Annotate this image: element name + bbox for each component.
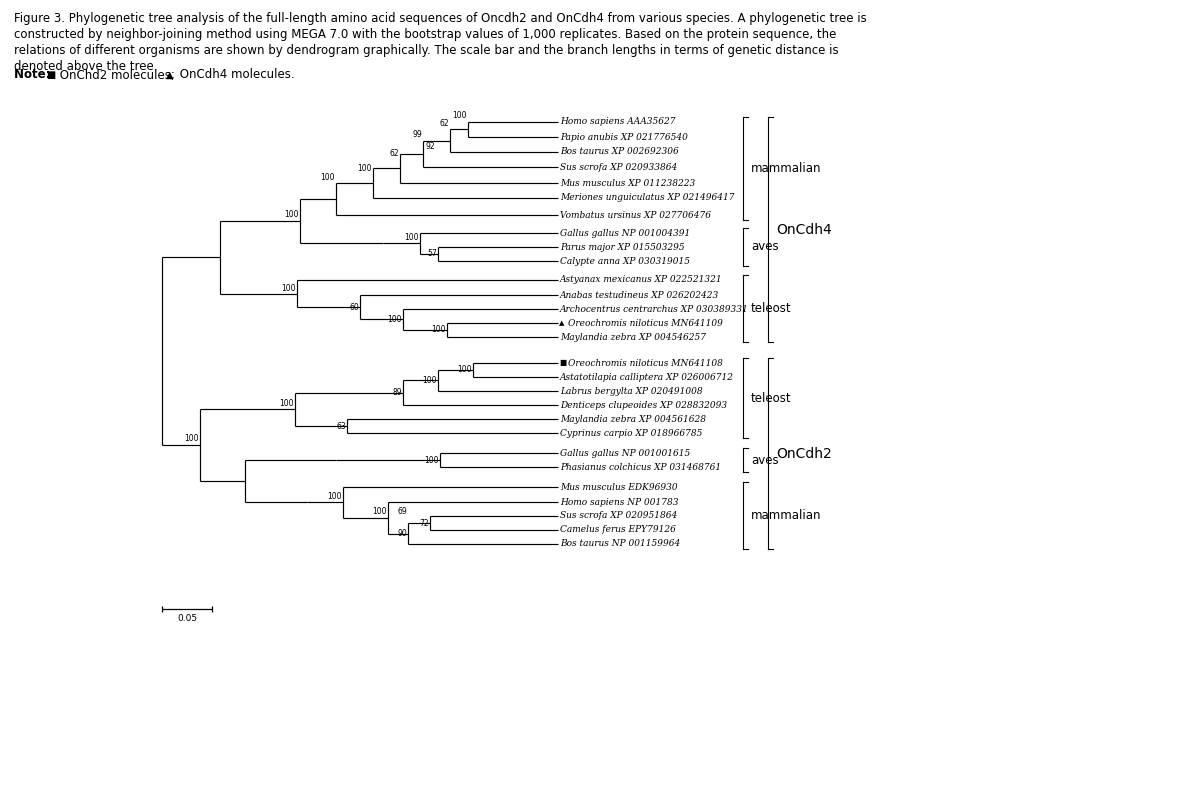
Text: ■: ■ xyxy=(559,358,566,368)
Text: Gallus gallus NP 001001615: Gallus gallus NP 001001615 xyxy=(560,448,690,457)
Text: Figure 3. Phylogenetic tree analysis of the full-length amino acid sequences of : Figure 3. Phylogenetic tree analysis of … xyxy=(14,12,867,25)
Text: Sus scrofa XP 020933864: Sus scrofa XP 020933864 xyxy=(560,163,677,171)
Text: Oreochromis niloticus MN641108: Oreochromis niloticus MN641108 xyxy=(568,358,722,368)
Text: Archocentrus centrarchus XP 030389331: Archocentrus centrarchus XP 030389331 xyxy=(560,304,749,313)
Text: Anabas testudineus XP 026202423: Anabas testudineus XP 026202423 xyxy=(560,291,719,299)
Text: 100: 100 xyxy=(405,233,419,242)
Text: 57: 57 xyxy=(427,250,437,258)
Text: aves: aves xyxy=(751,241,779,254)
Text: 63: 63 xyxy=(336,422,346,431)
Text: 92: 92 xyxy=(425,142,435,151)
Text: 100: 100 xyxy=(279,399,294,408)
Text: Phasianus colchicus XP 031468761: Phasianus colchicus XP 031468761 xyxy=(560,463,721,472)
Text: 100: 100 xyxy=(327,493,342,502)
Text: 100: 100 xyxy=(453,111,467,120)
Text: 60: 60 xyxy=(349,303,359,312)
Text: Calypte anna XP 030319015: Calypte anna XP 030319015 xyxy=(560,257,690,266)
Text: 100: 100 xyxy=(184,434,199,444)
Text: 99: 99 xyxy=(412,130,421,138)
Text: Cyprinus carpio XP 018966785: Cyprinus carpio XP 018966785 xyxy=(560,428,702,437)
Text: Labrus bergylta XP 020491008: Labrus bergylta XP 020491008 xyxy=(560,386,703,395)
Text: Maylandia zebra XP 004561628: Maylandia zebra XP 004561628 xyxy=(560,415,706,423)
Text: 69: 69 xyxy=(397,507,407,516)
Text: 100: 100 xyxy=(282,283,296,293)
Text: mammalian: mammalian xyxy=(751,162,821,175)
Text: ■: ■ xyxy=(46,70,55,80)
Text: 62: 62 xyxy=(389,150,399,159)
Text: Note:: Note: xyxy=(14,68,54,81)
Text: teleost: teleost xyxy=(751,302,791,315)
Text: Homo sapiens NP 001783: Homo sapiens NP 001783 xyxy=(560,497,679,506)
Text: 100: 100 xyxy=(320,173,335,182)
Text: 100: 100 xyxy=(388,315,402,324)
Text: 100: 100 xyxy=(372,507,386,516)
Text: 62: 62 xyxy=(439,119,449,129)
Text: aves: aves xyxy=(751,453,779,467)
Text: denoted above the tree.: denoted above the tree. xyxy=(14,60,158,73)
Text: Camelus ferus EPY79126: Camelus ferus EPY79126 xyxy=(560,526,675,535)
Text: mammalian: mammalian xyxy=(751,509,821,522)
Text: 100: 100 xyxy=(431,325,445,335)
Text: Bos taurus XP 002692306: Bos taurus XP 002692306 xyxy=(560,147,679,156)
Text: Meriones unguiculatus XP 021496417: Meriones unguiculatus XP 021496417 xyxy=(560,193,734,203)
Text: OnCdh4 molecules.: OnCdh4 molecules. xyxy=(176,68,295,81)
Text: 100: 100 xyxy=(425,456,439,464)
Text: constructed by neighbor-joining method using MEGA 7.0 with the bootstrap values : constructed by neighbor-joining method u… xyxy=(14,28,837,41)
Text: Vombatus ursinus XP 027706476: Vombatus ursinus XP 027706476 xyxy=(560,210,712,220)
Text: Homo sapiens AAA35627: Homo sapiens AAA35627 xyxy=(560,118,675,126)
Text: Denticeps clupeoides XP 028832093: Denticeps clupeoides XP 028832093 xyxy=(560,401,727,410)
Text: Mus musculus EDK96930: Mus musculus EDK96930 xyxy=(560,482,678,492)
Text: Parus major XP 015503295: Parus major XP 015503295 xyxy=(560,242,685,251)
Text: Bos taurus NP 001159964: Bos taurus NP 001159964 xyxy=(560,539,680,548)
Text: OnChd2 molecules;: OnChd2 molecules; xyxy=(57,68,175,81)
Text: 100: 100 xyxy=(284,210,299,219)
Text: 72: 72 xyxy=(419,518,429,527)
Text: Papio anubis XP 021776540: Papio anubis XP 021776540 xyxy=(560,133,687,142)
Text: ▲: ▲ xyxy=(559,320,565,326)
Text: Maylandia zebra XP 004546257: Maylandia zebra XP 004546257 xyxy=(560,332,706,341)
Text: 100: 100 xyxy=(458,365,472,374)
Text: Astatotilapia calliptera XP 026006712: Astatotilapia calliptera XP 026006712 xyxy=(560,373,734,382)
Text: 100: 100 xyxy=(358,164,372,173)
Text: Gallus gallus NP 001004391: Gallus gallus NP 001004391 xyxy=(560,229,690,237)
Text: 100: 100 xyxy=(423,376,437,385)
Text: 0.05: 0.05 xyxy=(177,614,197,623)
Text: teleost: teleost xyxy=(751,391,791,404)
Text: Mus musculus XP 011238223: Mus musculus XP 011238223 xyxy=(560,179,695,188)
Text: relations of different organisms are shown by dendrogram graphically. The scale : relations of different organisms are sho… xyxy=(14,44,839,57)
Text: Sus scrofa XP 020951864: Sus scrofa XP 020951864 xyxy=(560,511,677,521)
Text: OnCdh2: OnCdh2 xyxy=(777,447,832,460)
Text: Astyanax mexicanus XP 022521321: Astyanax mexicanus XP 022521321 xyxy=(560,275,722,284)
Text: 89: 89 xyxy=(393,388,402,397)
Text: Oreochromis niloticus MN641109: Oreochromis niloticus MN641109 xyxy=(568,319,722,328)
Text: OnCdh4: OnCdh4 xyxy=(777,222,832,237)
Text: 90: 90 xyxy=(397,529,407,538)
Text: ▲: ▲ xyxy=(166,70,173,80)
